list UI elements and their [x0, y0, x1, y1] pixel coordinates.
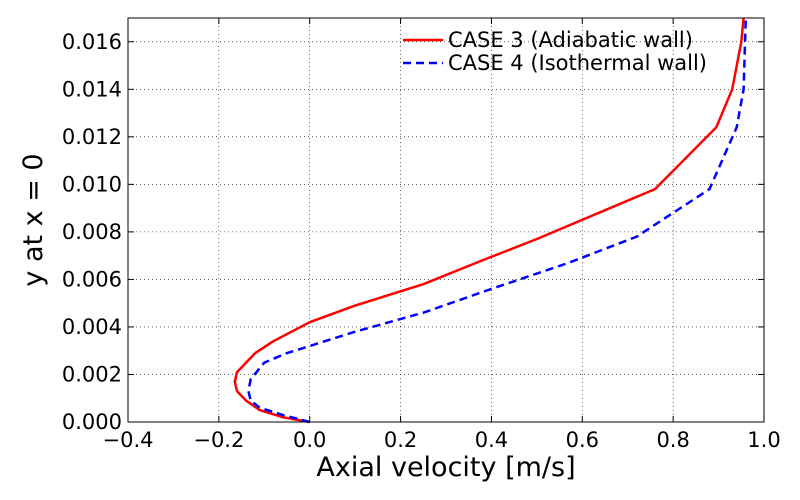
legend-label-2: CASE 4 (Isothermal wall)	[448, 51, 707, 75]
x-tick-label: 0.6	[566, 428, 599, 452]
grid-layer	[127, 18, 765, 423]
series-layer	[233, 17, 748, 424]
y-tick-label: 0.000	[62, 410, 122, 434]
x-tick-label: −0.2	[193, 428, 244, 452]
y-tick-label: 0.016	[62, 30, 122, 54]
x-tick-label: −0.4	[103, 428, 154, 452]
x-axis-title: Axial velocity [m/s]	[316, 452, 575, 483]
y-tick-label: 0.002	[62, 362, 122, 386]
y-tick-label: 0.010	[62, 172, 122, 196]
x-tick-label: 0.2	[384, 428, 417, 452]
y-tick-label: 0.006	[62, 267, 122, 291]
y-tick-label: 0.008	[62, 220, 122, 244]
series-line-2	[247, 17, 748, 424]
y-tick-label: 0.004	[62, 315, 122, 339]
x-tick-label: 1.0	[747, 428, 780, 452]
x-tick-label: 0.4	[475, 428, 508, 452]
y-axis-title: y at x = 0	[18, 153, 49, 286]
legend-label-1: CASE 3 (Adiabatic wall)	[448, 28, 693, 52]
x-tick-label: 0.8	[656, 428, 689, 452]
tick-layer: −0.4 −0.2 0.0 0.2 0.4 0.6 0.8 1.0 0.000 0.002 0.00…	[62, 18, 781, 452]
x-tick-label: 0.0	[293, 428, 326, 452]
legend: CASE 3 (Adiabatic wall)CASE 4 (Isotherma…	[403, 28, 707, 75]
series-line-1	[233, 17, 745, 424]
plot-frame	[127, 17, 765, 423]
y-tick-label: 0.014	[62, 77, 122, 101]
y-tick-label: 0.012	[62, 125, 122, 149]
